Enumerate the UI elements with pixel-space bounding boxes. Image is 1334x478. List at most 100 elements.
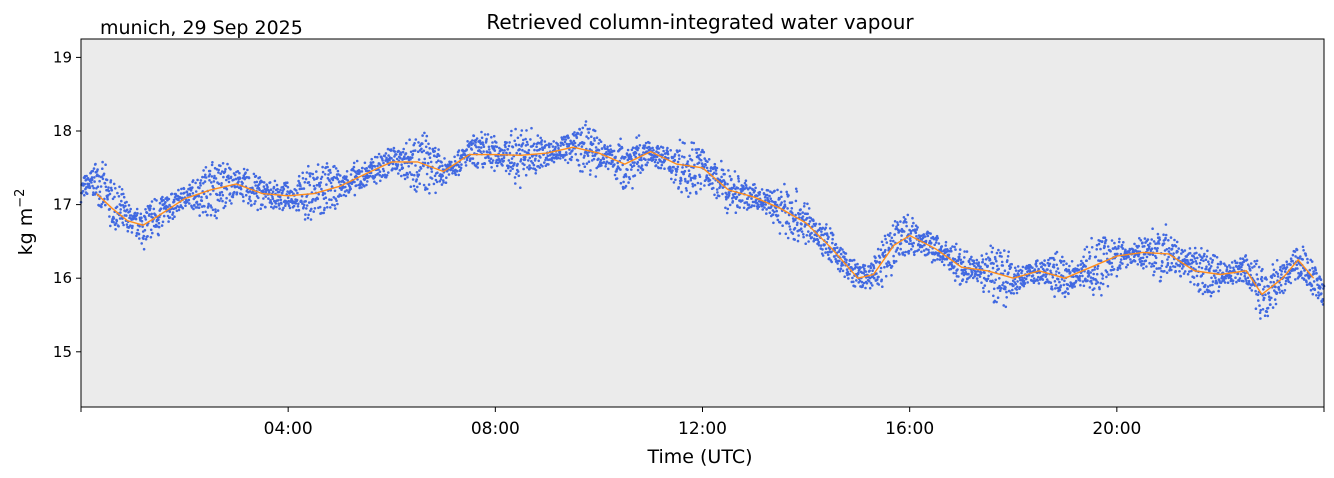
scatter-point <box>1119 261 1122 264</box>
scatter-point <box>217 168 220 172</box>
scatter-point <box>1271 306 1275 309</box>
scatter-point <box>1182 265 1185 268</box>
scatter-point <box>213 214 217 217</box>
scatter-point <box>486 150 489 154</box>
scatter-point <box>149 235 153 239</box>
scatter-point <box>895 225 898 228</box>
scatter-point <box>136 212 139 215</box>
scatter-point <box>208 173 212 176</box>
scatter-point <box>826 251 829 254</box>
scatter-point <box>552 140 555 143</box>
scatter-point <box>1275 291 1279 295</box>
scatter-point <box>656 161 660 164</box>
scatter-point <box>1089 271 1092 274</box>
scatter-point <box>1293 250 1297 253</box>
scatter-point <box>723 172 726 176</box>
scatter-point <box>916 226 919 229</box>
scatter-point <box>907 252 910 255</box>
scatter-point <box>1209 265 1213 268</box>
scatter-point <box>208 169 212 173</box>
scatter-point <box>238 171 241 175</box>
scatter-point <box>417 158 421 161</box>
scatter-point <box>161 195 164 199</box>
scatter-point <box>1036 259 1039 262</box>
scatter-point <box>634 155 637 159</box>
scatter-point <box>428 147 432 150</box>
scatter-point <box>1214 276 1217 280</box>
scatter-point <box>154 214 157 217</box>
scatter-point <box>824 226 828 230</box>
scatter-point <box>1065 262 1068 266</box>
scatter-point <box>938 258 942 261</box>
scatter-point <box>432 182 436 186</box>
scatter-point <box>833 247 837 250</box>
scatter-point <box>724 206 727 210</box>
scatter-point <box>894 260 898 263</box>
scatter-point <box>483 162 487 165</box>
scatter-point <box>199 179 203 182</box>
scatter-point <box>963 256 966 259</box>
scatter-point <box>589 169 592 172</box>
scatter-point <box>403 157 406 160</box>
scatter-point <box>912 221 915 225</box>
scatter-point <box>961 260 965 264</box>
scatter-point <box>262 185 266 188</box>
scatter-point <box>127 204 131 207</box>
scatter-point <box>1229 274 1233 278</box>
scatter-point <box>450 160 453 164</box>
scatter-point <box>976 270 980 273</box>
scatter-point <box>532 163 536 167</box>
scatter-point <box>879 248 883 251</box>
scatter-point <box>1005 296 1008 299</box>
scatter-point <box>802 205 806 208</box>
scatter-point <box>887 261 891 265</box>
scatter-point <box>1003 249 1006 252</box>
scatter-point <box>196 203 200 206</box>
scatter-point <box>297 208 301 212</box>
scatter-point <box>1301 258 1304 261</box>
scatter-point <box>247 176 251 180</box>
scatter-point <box>1139 256 1143 260</box>
scatter-point <box>1059 284 1063 287</box>
scatter-point <box>876 247 880 251</box>
scatter-point <box>497 155 500 158</box>
scatter-point <box>1156 247 1159 250</box>
scatter-point <box>479 150 482 153</box>
scatter-point <box>141 225 144 228</box>
scatter-point <box>198 203 202 206</box>
scatter-point <box>713 193 716 197</box>
scatter-point <box>1140 262 1143 266</box>
scatter-point <box>1267 291 1271 295</box>
scatter-point <box>678 157 681 161</box>
scatter-point <box>1316 277 1320 280</box>
scatter-point <box>510 129 513 133</box>
scatter-point <box>1195 262 1198 265</box>
scatter-point <box>101 160 104 164</box>
scatter-point <box>1305 283 1309 287</box>
scatter-point <box>702 150 706 154</box>
scatter-point <box>110 189 114 192</box>
scatter-point <box>347 190 351 194</box>
scatter-point <box>856 262 859 266</box>
scatter-point <box>1254 262 1258 266</box>
scatter-point <box>1174 244 1178 248</box>
scatter-point <box>159 207 163 210</box>
scatter-point <box>990 272 993 276</box>
scatter-point <box>214 210 217 214</box>
scatter-point <box>379 179 382 183</box>
scatter-point <box>689 178 693 182</box>
scatter-point <box>129 207 132 211</box>
scatter-point <box>999 251 1002 255</box>
scatter-point <box>660 163 664 167</box>
scatter-point <box>328 168 332 172</box>
scatter-point <box>513 162 516 165</box>
scatter-point <box>569 152 572 155</box>
scatter-point <box>146 235 149 238</box>
scatter-point <box>433 154 436 158</box>
scatter-point <box>746 197 749 200</box>
scatter-point <box>953 245 956 249</box>
scatter-point <box>117 195 121 198</box>
scatter-point <box>93 176 96 179</box>
scatter-point <box>281 208 284 212</box>
scatter-point <box>454 173 458 176</box>
